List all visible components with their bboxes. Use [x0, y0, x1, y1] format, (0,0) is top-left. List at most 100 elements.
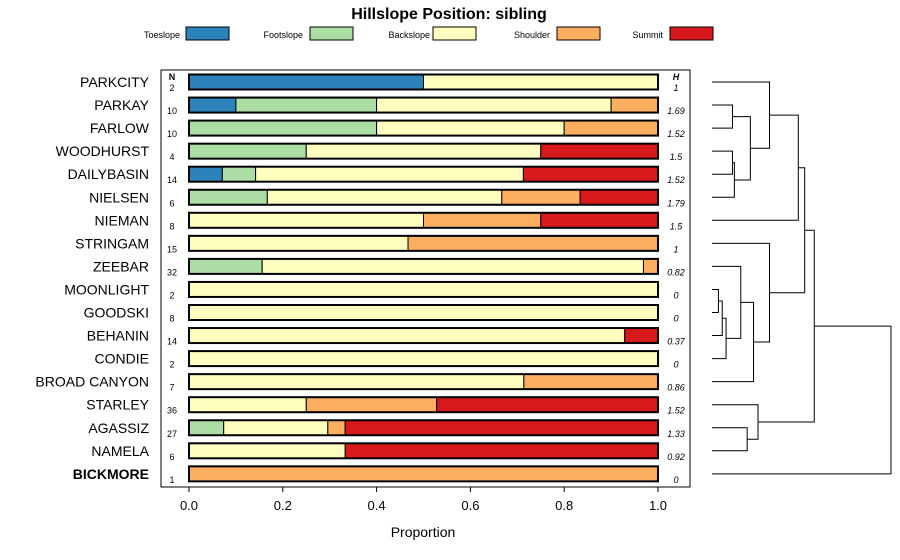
h-value-condie: 0	[673, 360, 678, 370]
bar-segment-dailybasin-toeslope	[188, 166, 223, 183]
h-value-nieman: 1.5	[670, 221, 684, 231]
bar-segment-goodski-backslope	[188, 304, 659, 321]
bar-segment-nieman-backslope	[188, 212, 424, 229]
row-label-agassiz: AGASSIZ	[88, 420, 149, 436]
bar-segment-moonlight-backslope	[188, 281, 659, 298]
row-label-dailybasin: DAILYBASIN	[68, 166, 149, 182]
row-label-goodski: GOODSKI	[84, 305, 149, 321]
legend-swatch-toeslope	[185, 26, 230, 41]
bar-segment-zeebar-backslope	[261, 258, 644, 275]
x-axis: 0.0 0.2 0.4 0.6 0.8 1.0	[180, 487, 667, 513]
bar-segment-stringam-backslope	[188, 235, 409, 252]
bar-outline-starley	[188, 396, 659, 414]
row-label-moonlight: MOONLIGHT	[64, 281, 149, 297]
bar-outline-moonlight	[188, 280, 659, 298]
bar-segment-agassiz-shoulder	[327, 419, 346, 436]
legend-swatch-footslope	[309, 26, 354, 41]
x-axis-label: Proportion	[391, 524, 456, 540]
n-value-behanin: 14	[167, 337, 177, 347]
row-label-parkcity: PARKCITY	[80, 74, 150, 90]
bar-segment-parkay-shoulder	[610, 97, 659, 114]
bar-segment-namela-backslope	[188, 442, 346, 459]
bar-outline-farlow	[188, 119, 659, 137]
dendrogram-branch-7	[712, 104, 733, 129]
h-values: H11.691.521.51.521.791.510.82000.3700.86…	[667, 72, 686, 485]
x-tick-label-4: 0.8	[555, 498, 573, 513]
dendrogram-branch-3	[712, 317, 727, 360]
row-label-zeebar: ZEEBAR	[93, 258, 149, 274]
n-value-nielsen: 6	[169, 198, 174, 208]
legend-swatch-backslope	[432, 26, 477, 41]
row-label-broad-canyon: BROAD CANYON	[35, 374, 149, 390]
bar-segment-farlow-shoulder	[563, 120, 659, 137]
bar-segment-nielsen-footslope	[188, 189, 268, 206]
bar-segment-starley-summit	[436, 396, 659, 413]
row-label-namela: NAMELA	[91, 443, 149, 459]
dendrogram-branch-11	[712, 81, 771, 149]
row-label-starley: STARLEY	[86, 397, 149, 413]
bar-segment-agassiz-footslope	[188, 419, 225, 436]
legend-label-backslope: Backslope	[388, 30, 430, 40]
n-value-dailybasin: 14	[167, 175, 177, 185]
x-tick-label-5: 1.0	[649, 498, 667, 513]
h-value-dailybasin: 1.52	[667, 175, 685, 185]
dendrogram-branch-1	[712, 288, 719, 313]
n-value-condie: 2	[169, 360, 174, 370]
stacked-bars	[188, 73, 659, 483]
dendrogram-branch-13	[712, 427, 748, 452]
legend-label-shoulder: Shoulder	[514, 30, 550, 40]
bar-segment-namela-summit	[344, 442, 659, 459]
row-label-stringam: STRINGAM	[75, 235, 149, 251]
bar-segment-behanin-summit	[624, 327, 659, 344]
n-value-bickmore: 1	[169, 475, 174, 485]
n-value-starley: 36	[167, 406, 177, 416]
bar-segment-agassiz-backslope	[223, 419, 329, 436]
n-value-agassiz: 27	[167, 429, 177, 439]
n-header: N	[169, 72, 176, 82]
n-value-namela: 6	[169, 452, 174, 462]
bar-outline-nielsen	[188, 188, 659, 206]
n-value-nieman: 8	[169, 221, 174, 231]
n-value-zeebar: 32	[167, 267, 177, 277]
bar-outline-bickmore	[188, 465, 659, 483]
bar-segment-starley-shoulder	[305, 396, 438, 413]
x-tick-label-2: 0.4	[368, 498, 386, 513]
bar-segment-zeebar-shoulder	[642, 258, 659, 275]
bar-segment-condie-backslope	[188, 350, 659, 367]
bar-segment-broad-canyon-shoulder	[523, 373, 659, 390]
h-value-zeebar: 0.82	[667, 267, 685, 277]
bar-outline-parkay	[188, 96, 659, 114]
n-value-parkay: 10	[167, 106, 177, 116]
row-label-woodhurst: WOODHURST	[56, 143, 150, 159]
dendrogram-branch-5	[712, 301, 755, 383]
bar-segment-woodhurst-footslope	[188, 143, 307, 160]
h-value-broad-canyon: 0.86	[667, 383, 685, 393]
row-label-bickmore: BICKMORE	[73, 466, 149, 482]
bar-segment-bickmore-shoulder	[188, 465, 659, 482]
row-label-nieman: NIEMAN	[95, 212, 149, 228]
bar-outline-broad-canyon	[188, 373, 659, 391]
bar-segment-parkcity-toeslope	[188, 74, 424, 90]
h-value-starley: 1.52	[667, 406, 685, 416]
bar-segment-dailybasin-summit	[522, 166, 659, 183]
row-label-nielsen: NIELSEN	[89, 189, 149, 205]
panel-frame	[160, 69, 691, 488]
bar-outline-behanin	[188, 327, 659, 345]
h-value-parkay: 1.69	[667, 106, 685, 116]
row-label-farlow: FARLOW	[90, 120, 150, 136]
h-value-agassiz: 1.33	[667, 429, 685, 439]
bar-segment-behanin-backslope	[188, 327, 626, 344]
bar-outline-nieman	[188, 211, 659, 229]
bar-outline-namela	[188, 442, 659, 460]
dendrogram-branch-16	[758, 229, 815, 423]
row-label-behanin: BEHANIN	[87, 328, 149, 344]
bar-segment-farlow-footslope	[188, 120, 378, 137]
bar-segment-broad-canyon-backslope	[188, 373, 525, 390]
n-value-moonlight: 2	[169, 290, 174, 300]
h-value-bickmore: 0	[673, 475, 678, 485]
dendrogram-branch-9	[712, 162, 735, 198]
row-label-condie: CONDIE	[95, 351, 149, 367]
n-value-parkcity: 2	[169, 83, 174, 93]
